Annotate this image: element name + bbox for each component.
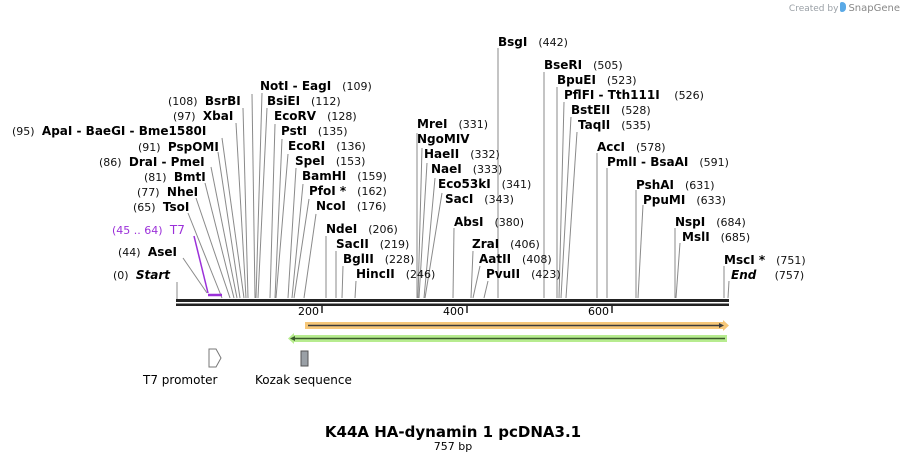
site-naei[interactable]: NaeI (333)	[431, 162, 503, 176]
site-bmti[interactable]: (81) BmtI	[144, 170, 206, 184]
site-xbai[interactable]: (97) XbaI	[173, 109, 234, 123]
site-absi[interactable]: AbsI (380)	[454, 215, 525, 229]
site-ndei[interactable]: NdeI (206)	[326, 222, 398, 236]
site-asei[interactable]: (44) AseI	[118, 245, 177, 259]
site-taqii[interactable]: TaqII (535)	[578, 118, 651, 132]
site-ecorv[interactable]: EcoRV (128)	[274, 109, 357, 123]
site-apai-baegi-bme1580i[interactable]: (95) ApaI - BaeGI - Bme1580I	[12, 124, 207, 138]
site-end[interactable]: End (757)	[731, 268, 805, 282]
site-bpuei[interactable]: BpuEI (523)	[557, 73, 637, 87]
site-noti-eagi[interactable]: NotI - EagI (109)	[260, 79, 372, 93]
feature-t7[interactable]: (45 .. 64) T7	[112, 223, 185, 237]
site-spei[interactable]: SpeI (153)	[295, 154, 366, 168]
t7-promoter-shape	[208, 348, 222, 368]
map-title: K44A HA-dynamin 1 pcDNA3.1	[324, 423, 582, 441]
site-zrai[interactable]: ZraI (406)	[472, 237, 540, 251]
site-mrei[interactable]: MreI (331)	[417, 117, 489, 131]
site-aatii[interactable]: AatII (408)	[479, 252, 552, 266]
site-pmli-bsaai[interactable]: PmlI - BsaAI (591)	[607, 155, 729, 169]
site-tsoi[interactable]: (65) TsoI	[133, 200, 190, 214]
site-ncoi[interactable]: NcoI (176)	[316, 199, 387, 213]
site-acci[interactable]: AccI (578)	[597, 140, 666, 154]
feature-kozak-sequence[interactable]: Kozak sequence	[255, 373, 352, 387]
scale-tick-200: 200	[298, 305, 319, 318]
snapgene-credit: Created by SnapGene	[788, 2, 900, 14]
site-bseri[interactable]: BseRI (505)	[544, 58, 623, 72]
site-msci[interactable]: MscI * (751)	[724, 253, 806, 267]
scale-tick-600: 600	[588, 305, 609, 318]
site-haeii[interactable]: HaeII (332)	[424, 147, 500, 161]
site-pfoi[interactable]: PfoI * (162)	[309, 184, 387, 198]
site-drai-pmei[interactable]: (86) DraI - PmeI	[99, 155, 205, 169]
site-pspomi[interactable]: (91) PspOMI	[138, 140, 219, 154]
site-bglii[interactable]: BglII (228)	[343, 252, 415, 266]
site-psti[interactable]: PstI (135)	[281, 124, 348, 138]
kozak-box	[300, 350, 309, 367]
site-bsiei[interactable]: BsiEI (112)	[267, 94, 341, 108]
site-saci[interactable]: SacI (343)	[445, 192, 514, 206]
site-nspi[interactable]: NspI (684)	[675, 215, 746, 229]
site-ngomiv[interactable]: NgoMIV	[417, 132, 470, 146]
feature-t7-promoter[interactable]: T7 promoter	[143, 373, 218, 387]
snapgene-logo-icon	[840, 2, 847, 12]
site-pvuii[interactable]: PvuII (423)	[486, 267, 561, 281]
site-bsgi[interactable]: BsgI (442)	[498, 35, 568, 49]
site-nhei[interactable]: (77) NheI	[137, 185, 199, 199]
scale-tick-400: 400	[443, 305, 464, 318]
site-msli[interactable]: MslI (685)	[682, 230, 751, 244]
site-pshai[interactable]: PshAI (631)	[636, 178, 715, 192]
site-ecori[interactable]: EcoRI (136)	[288, 139, 366, 153]
site-start[interactable]: (0) Start	[113, 268, 171, 282]
site-hincii[interactable]: HincII (246)	[356, 267, 436, 281]
site-ppumi[interactable]: PpuMI (633)	[643, 193, 726, 207]
site-bamhi[interactable]: BamHI (159)	[302, 169, 387, 183]
site-bsteii[interactable]: BstEII (528)	[571, 103, 651, 117]
sequence-length: 757 bp	[433, 440, 473, 453]
site-pflfi-tth111i[interactable]: PflFI - Tth111I (526)	[564, 88, 704, 102]
site-eco53ki[interactable]: Eco53kI (341)	[438, 177, 532, 191]
site-bsrbi[interactable]: (108) BsrBI	[168, 94, 241, 108]
site-sacii[interactable]: SacII (219)	[336, 237, 410, 251]
